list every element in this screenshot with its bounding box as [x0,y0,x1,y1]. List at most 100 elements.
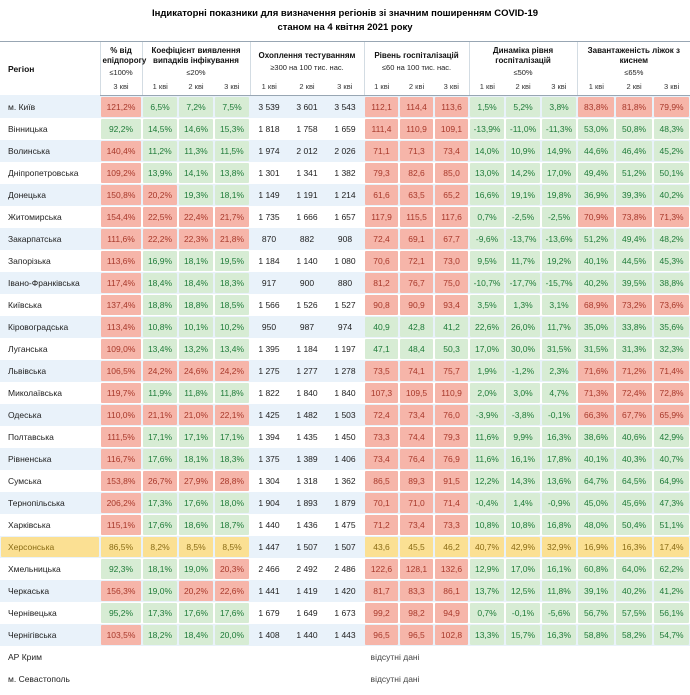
value-cell: 1 527 [334,299,356,310]
value-cell: 16,1% [541,558,577,580]
table-body: м. Київ 121,2% 6,5% 7,2% 7,5% 3 539 3 601 3 543… [0,95,690,690]
table-row: м. Київ 121,2% 6,5% 7,2% 7,5% 3 539 3 601 3 543… [0,95,690,118]
value-cell: 1 362 [334,475,356,486]
value-cell: 71,3% [653,206,690,228]
value-cell: 99,2 [364,602,399,624]
value-cell: 17,6% [178,492,214,514]
value-cell: 26,7% [142,470,178,492]
value-cell: 1 341 [296,167,318,178]
region-name: АР Крим [8,651,42,662]
value-cell: 41,2 [434,316,469,338]
region-name: Вінницька [8,123,48,134]
value-cell: 10,8% [469,514,505,536]
value-cell: 15,3% [214,118,250,140]
value-cell: 7,2% [178,95,214,118]
value-cell: 5,2% [505,95,541,118]
value-cell: 16,3% [541,624,577,646]
value-cell: -0,4% [469,492,505,514]
value-cell: 1 566 [258,299,280,310]
value-cell: 18,2% [142,624,178,646]
table-row: Одеська 110,0% 21,1% 21,0% 22,1% 1 425 1 482 1 … [0,403,690,426]
value-cell: 1 673 [334,607,356,618]
group-header-detection-coefficient: Коефіцієнт виявлення випадків інфікуванн… [141,40,250,80]
value-cell: 2 026 [334,145,356,156]
value-cell: 54,7% [653,624,690,646]
region-name: Волинська [8,145,50,156]
value-cell: 12,9% [469,558,505,580]
date-header: 1 кві [249,79,288,96]
value-cell: 917 [261,277,277,288]
value-cell: 74,1 [399,360,434,382]
group-threshold: ≤60 на 100 тис. нас. [381,62,452,72]
value-cell: 115,1% [100,514,142,536]
value-cell: -0,1% [505,602,541,624]
value-cell: 56,1% [653,602,690,624]
value-cell: 1 394 [258,431,280,442]
value-cell: 40,1% [577,448,615,470]
value-cell: 150,8% [100,184,142,206]
region-name: Херсонська [0,536,100,558]
region-name: Миколаївська [8,387,62,398]
value-cell: 17,3% [142,492,178,514]
value-cell: 92,3% [100,558,142,580]
value-cell: 1 450 [334,431,356,442]
value-cell: 19,2% [541,250,577,272]
value-cell: 50,3 [434,338,469,360]
group-header-hospitalization-level: Рівень госпіталізацій ≤60 на 100 тис. на… [363,40,470,80]
value-cell: 16,3% [541,426,577,448]
value-cell: 39,5% [615,272,653,294]
value-cell: 13,8% [214,162,250,184]
value-cell: 71,4 [434,492,469,514]
value-cell: 110,9 [399,118,434,140]
value-cell: 116,7% [100,448,142,470]
value-cell: 20,2% [178,580,214,602]
date-header: 2 кві [178,79,214,96]
value-cell: 1 649 [296,607,318,618]
value-cell: 18,3% [214,448,250,470]
value-cell: 82,6 [399,162,434,184]
value-cell: 17,0% [469,338,505,360]
value-cell: 115,5 [399,206,434,228]
region-name: Кіровоградська [8,321,69,332]
value-cell: 17,0% [505,558,541,580]
value-cell: 32,9% [541,536,577,558]
region-name: Чернівецька [8,607,57,618]
value-cell: 870 [261,233,277,244]
value-cell: 3 539 [258,101,280,112]
value-cell: 1 214 [334,189,356,200]
value-cell: 17,3% [142,602,178,624]
value-cell: 1 191 [296,189,318,200]
value-cell: 102,8 [434,624,469,646]
table-row: Київська 137,4% 18,8% 18,8% 18,5% 1 566 1 526 1… [0,294,690,316]
group-header-epid-threshold: % від епідпорогу ≤100% [99,40,146,80]
value-cell: 1,5% [469,95,505,118]
value-cell: 71,4% [653,360,690,382]
date-header: 2 кві [399,79,435,96]
value-cell: 47,3% [653,492,690,514]
value-cell: 50,8% [615,118,653,140]
value-cell: 73,4 [399,514,434,536]
value-cell: 19,3% [178,184,214,206]
value-cell: 76,4 [399,448,434,470]
value-cell: 40,1% [577,250,615,272]
region-name: Одеська [8,409,42,420]
value-cell: 65,2 [434,184,469,206]
group-threshold: ≤20% [186,67,206,77]
value-cell: 98,2 [399,602,434,624]
value-cell: 18,1% [178,448,214,470]
value-cell: 1 879 [334,497,356,508]
value-cell: 42,9% [653,426,690,448]
date-header: 1 кві [576,79,616,96]
value-cell: 73,5 [364,360,399,382]
table-row: Волинська 140,4% 11,2% 11,3% 11,5% 1 974 2 012… [0,139,690,162]
value-cell: -11,3% [541,118,577,140]
value-cell: 1 419 [296,585,318,596]
value-cell: 3 543 [334,101,356,112]
value-cell: 2 486 [334,563,356,574]
value-cell: 14,6% [178,118,214,140]
value-cell: -13,6% [541,228,577,250]
value-cell: 3 601 [296,101,318,112]
value-cell: 16,3% [615,536,653,558]
value-cell: 8,5% [178,536,214,558]
value-cell: 96,5 [399,624,434,646]
